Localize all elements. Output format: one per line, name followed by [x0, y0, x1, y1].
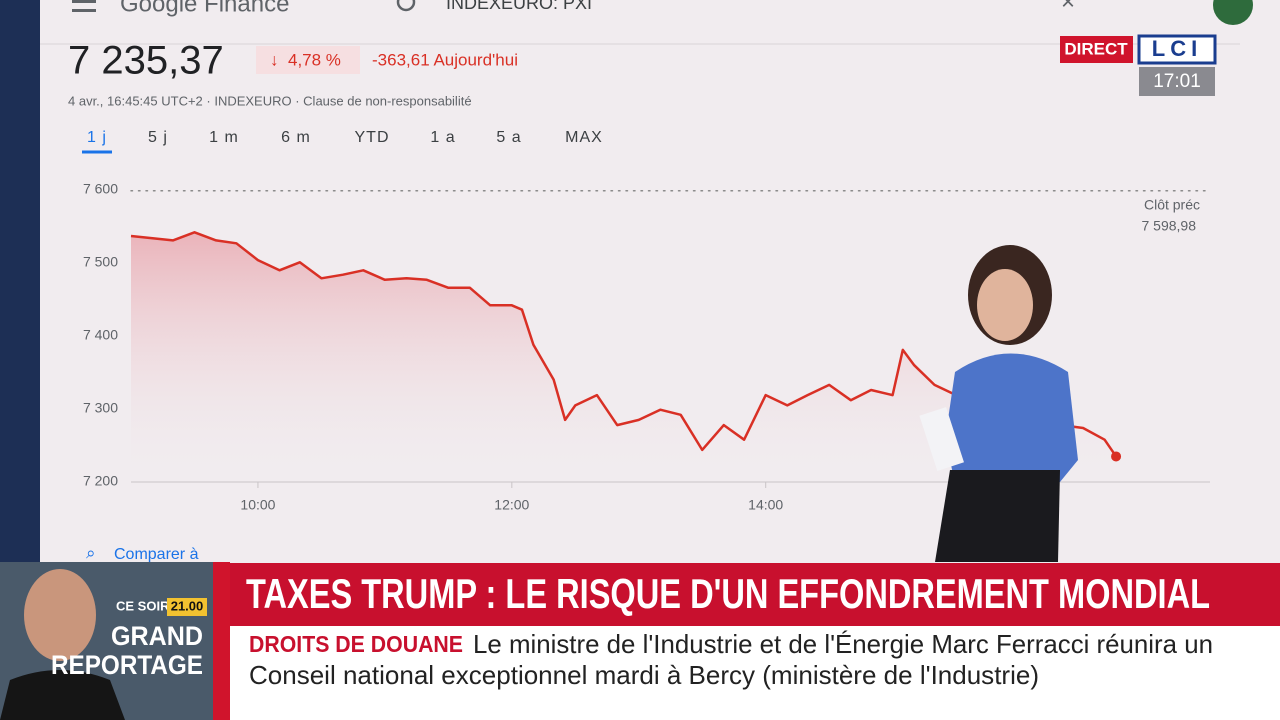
promo-hour-badge: [167, 598, 207, 616]
accent-bar: [213, 562, 230, 720]
reference-value: 7 598,98: [1142, 218, 1197, 234]
ticker-text: Conseil national exceptionnel mardi à Be…: [249, 660, 1039, 690]
live-label: DIRECT: [1064, 39, 1128, 58]
x-tick-label: 12:00: [494, 497, 529, 513]
channel-border: [1137, 34, 1217, 65]
change-badge: [256, 46, 360, 74]
price-line: [130, 231, 1118, 458]
compare-link[interactable]: Comparer à: [114, 546, 199, 563]
clock-badge: [1139, 67, 1215, 96]
area: [131, 232, 1117, 482]
search-query[interactable]: INDEXEURO: PXI: [446, 0, 592, 13]
close-icon[interactable]: ×: [1061, 0, 1075, 15]
last-point: [1111, 451, 1122, 462]
range-tab[interactable]: 1 j: [87, 129, 107, 146]
channel-badge: [1139, 36, 1215, 63]
headline-bar: [230, 563, 1280, 626]
change-abs: -363,61 Aujourd'hui: [372, 50, 518, 69]
x-tick-label: 10:00: [240, 497, 275, 513]
range-tab[interactable]: 1 m: [209, 129, 239, 146]
promo-face: [24, 569, 96, 661]
range-tab[interactable]: YTD: [355, 129, 390, 146]
promo-tonight: CE SOIR: [116, 598, 170, 613]
y-tick-label: 7 500: [83, 254, 118, 270]
range-tab[interactable]: 5 j: [148, 129, 168, 146]
change-pct: 4,78 %: [288, 50, 341, 69]
y-tick-label: 7 200: [83, 473, 118, 489]
quote-meta: 4 avr., 16:45:45 UTC+2 · INDEXEURO · Cla…: [68, 93, 472, 108]
promo-title: GRAND: [111, 621, 203, 651]
range-tab[interactable]: MAX: [565, 129, 603, 146]
compare-icon[interactable]: ⌕: [86, 543, 96, 562]
left-edge: [0, 0, 40, 562]
y-tick-label: 7 300: [83, 400, 118, 416]
headline: TAXES TRUMP : LE RISQUE D'UN EFFONDREMEN…: [246, 570, 1210, 617]
y-tick-label: 7 600: [83, 181, 118, 197]
x-tick-label: 14:00: [748, 497, 783, 513]
ticker-panel: [230, 626, 1280, 720]
price: 7 235,37: [68, 39, 224, 83]
range-tab[interactable]: 5 a: [496, 129, 521, 146]
reference-label: Clôt préc: [1144, 197, 1200, 213]
promo-suit: [0, 670, 125, 720]
clock: 17:01: [1153, 71, 1201, 92]
search-icon: [396, 0, 416, 12]
range-tab[interactable]: 1 a: [430, 129, 455, 146]
ticker-label: DROITS DE DOUANE: [249, 631, 463, 657]
menu-icon: [72, 0, 96, 12]
brand: Google Finance: [120, 0, 289, 17]
live-badge: [1060, 36, 1133, 63]
channel-label: LCI: [1152, 36, 1202, 61]
promo-title: REPORTAGE: [51, 650, 203, 680]
promo-hour: 21.00: [171, 598, 204, 613]
change-arrow: ↓: [270, 50, 279, 69]
ticker-text: Le ministre de l'Industrie et de l'Énerg…: [473, 629, 1213, 659]
presenter: [919, 245, 1078, 562]
range-tab[interactable]: 6 m: [281, 129, 311, 146]
avatar[interactable]: [1213, 0, 1253, 25]
y-tick-label: 7 400: [83, 327, 118, 343]
